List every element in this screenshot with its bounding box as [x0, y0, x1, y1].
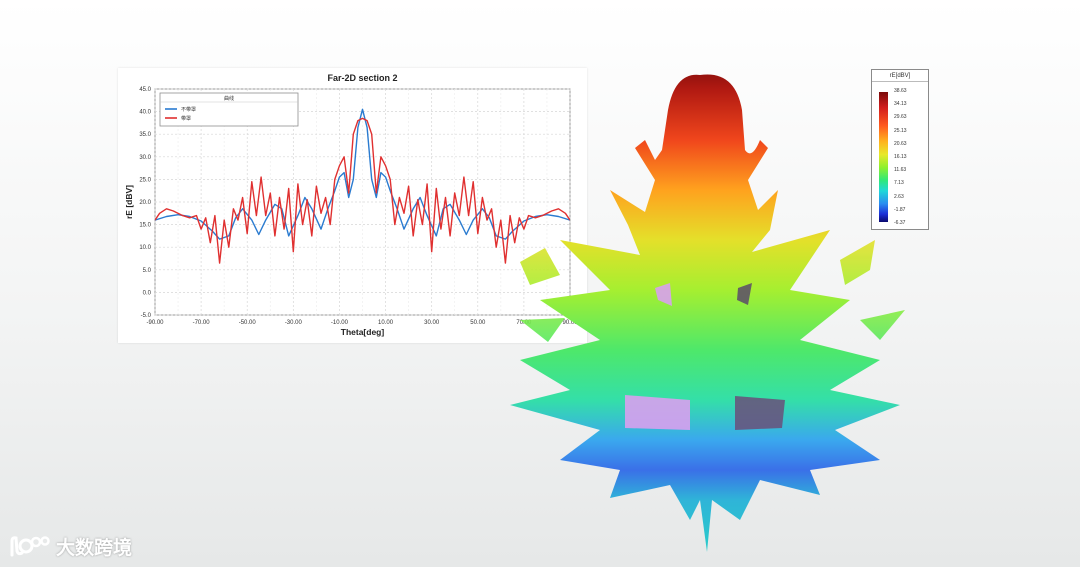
legend-entry: 带罩 [181, 116, 191, 122]
far-2d-chart: -90.00 -70.00 -50.00 -30.00 -10.00 10.00 30.00… [124, 73, 578, 337]
colorbar-tick: 25.13 [894, 127, 907, 134]
legend-box [159, 92, 299, 127]
colorbar-legend: rE[dBV] 38.63 34.13 29.63 25.13 20.63 16… [871, 69, 929, 230]
colorbar-tick: 38.63 [894, 88, 907, 94]
colorbar-gradient [879, 92, 888, 222]
colorbar-tick: 34.13 [894, 101, 907, 108]
pattern-main-lobe [510, 74, 900, 552]
x-tick-label: 10.00 [378, 320, 394, 326]
x-tick-label: -70.00 [193, 320, 211, 326]
pattern-side-lobes [520, 240, 905, 342]
colorbar-tick: 7.13 [894, 180, 904, 187]
watermark-logo: 大数跨境 [8, 531, 132, 561]
y-tick-label: 5.0 [143, 268, 152, 274]
colorbar-tick: 16.13 [894, 153, 907, 160]
y-axis-label: rE [dBV] [124, 185, 134, 219]
colorbar-tick: -6.37 [894, 219, 906, 226]
far-2d-chart-panel: -90.00 -70.00 -50.00 -30.00 -10.00 10.00 30.00… [118, 68, 587, 343]
colorbar-tick: 2.63 [894, 193, 904, 200]
y-tick-label: 15.0 [139, 223, 151, 229]
colorbar-tick: 11.63 [894, 167, 907, 174]
series-line [155, 117, 570, 264]
colorbar-tick: 20.63 [894, 140, 907, 147]
y-tick-label: 0.0 [143, 290, 152, 296]
y-tick-label: 35.0 [139, 132, 151, 138]
legend-title: 曲线 [224, 95, 234, 102]
x-tick-label: -50.00 [239, 320, 257, 326]
logo-icon [10, 536, 50, 557]
y-tick-label: 45.0 [139, 87, 151, 93]
x-tick-label: -90.00 [146, 320, 164, 326]
chart-title: Far-2D section 2 [327, 73, 397, 83]
y-tick-label: 20.0 [139, 200, 151, 206]
x-tick-label: 30.00 [424, 320, 440, 326]
pattern-inner-bands [625, 283, 785, 430]
y-tick-label: -5.0 [141, 313, 152, 319]
y-tick-label: 10.0 [139, 245, 151, 251]
x-tick-label: -30.00 [285, 320, 303, 326]
colorbar-title: rE[dBV] [872, 72, 928, 82]
colorbar-tick: -1.87 [894, 206, 906, 213]
y-tick-label: 25.0 [139, 177, 151, 183]
x-tick-label: 90.00 [562, 320, 578, 326]
x-tick-label: -10.00 [331, 320, 349, 326]
y-tick-label: 40.0 [139, 110, 151, 116]
series-line [155, 108, 570, 240]
radiation-pattern-3d [510, 74, 905, 552]
x-tick-label: 50.00 [470, 320, 486, 326]
x-axis-label: Theta[deg] [341, 327, 385, 337]
legend-entry: 不带罩 [181, 107, 196, 113]
colorbar-tick: 29.63 [894, 114, 907, 121]
y-tick-label: 30.0 [139, 155, 151, 161]
logo-text: 大数跨境 [56, 536, 133, 559]
colorbar-ticks: 38.63 34.13 29.63 25.13 20.63 16.13 11.6… [894, 88, 928, 226]
